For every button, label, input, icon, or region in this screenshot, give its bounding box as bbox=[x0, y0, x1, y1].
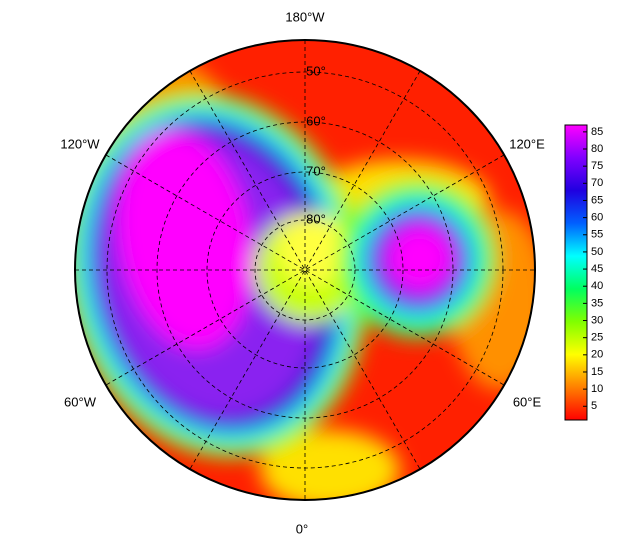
latitude-label: 60° bbox=[306, 113, 326, 128]
colorbar: 5 10 15 20 25 30 35 40 45 50 55 60 65 70 75 80 85 bbox=[564, 124, 603, 421]
colorbar-tick-label: 10 bbox=[591, 383, 603, 395]
map-border bbox=[74, 39, 536, 501]
colorbar-scale bbox=[564, 124, 588, 421]
colorbar-tick-label: 60 bbox=[591, 212, 603, 224]
colorbar-tick-label: 45 bbox=[591, 263, 603, 275]
longitude-label: 180°W bbox=[285, 9, 325, 24]
latitude-labels: 50° 60° 70° 80° bbox=[306, 63, 326, 226]
colorbar-tick-label: 85 bbox=[591, 126, 603, 138]
latitude-label: 80° bbox=[306, 211, 326, 226]
colorbar-tick-label: 70 bbox=[591, 177, 603, 189]
graticule bbox=[75, 40, 535, 500]
colorbar-tick-label: 50 bbox=[591, 246, 603, 258]
colorbar-tick-label: 20 bbox=[591, 349, 603, 361]
field bbox=[75, 40, 535, 500]
colorbar-tick-label: 25 bbox=[591, 332, 603, 344]
longitude-label: 120°E bbox=[509, 136, 545, 151]
latitude-label: 50° bbox=[306, 63, 326, 78]
colorbar-tick-label: 75 bbox=[591, 160, 603, 172]
colorbar-tick-label: 30 bbox=[591, 314, 603, 326]
colorbar-tick-label: 40 bbox=[591, 280, 603, 292]
colorbar-tick-label: 15 bbox=[591, 366, 603, 378]
colorbar-tick-label: 65 bbox=[591, 194, 603, 206]
longitude-label: 60°W bbox=[64, 394, 97, 409]
longitude-label: 120°W bbox=[60, 136, 100, 151]
colorbar-tick-label: 5 bbox=[591, 400, 597, 412]
colorbar-tick-label: 55 bbox=[591, 229, 603, 241]
longitude-label: 0° bbox=[296, 521, 308, 536]
colorbar-tick-label: 35 bbox=[591, 297, 603, 309]
latitude-label: 70° bbox=[306, 163, 326, 178]
colorbar-tick-label: 80 bbox=[591, 143, 603, 155]
longitude-label: 60°E bbox=[513, 394, 542, 409]
longitude-labels: 180°W 120°W 120°E 60°W 60°E 0° bbox=[60, 9, 545, 536]
